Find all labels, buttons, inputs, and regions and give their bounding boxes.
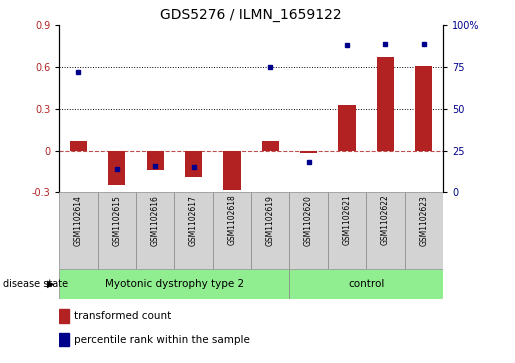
Text: percentile rank within the sample: percentile rank within the sample (74, 335, 250, 344)
Bar (108, 151, 126, 185)
Bar (289, 269, 443, 299)
Bar (300, 151, 317, 154)
Bar (59, 192, 98, 269)
Title: GDS5276 / ILMN_1659122: GDS5276 / ILMN_1659122 (160, 8, 342, 22)
Bar (376, 57, 394, 151)
Bar (174, 192, 213, 269)
Text: GSM1102622: GSM1102622 (381, 195, 390, 245)
Text: GSM1102618: GSM1102618 (228, 195, 236, 245)
Bar (213, 192, 251, 269)
Bar (146, 151, 164, 170)
Text: disease state: disease state (3, 279, 67, 289)
Bar (59, 333, 68, 346)
Bar (262, 141, 279, 151)
Bar (366, 192, 405, 269)
Bar (223, 151, 241, 189)
Text: Myotonic dystrophy type 2: Myotonic dystrophy type 2 (105, 279, 244, 289)
Text: GSM1102617: GSM1102617 (189, 195, 198, 245)
Bar (59, 309, 68, 323)
Bar (59, 269, 289, 299)
Bar (185, 151, 202, 177)
Text: GSM1102619: GSM1102619 (266, 195, 274, 245)
Bar (251, 192, 289, 269)
Bar (415, 66, 433, 151)
Text: GSM1102614: GSM1102614 (74, 195, 83, 245)
Bar (70, 141, 87, 151)
Text: GSM1102620: GSM1102620 (304, 195, 313, 245)
Bar (98, 192, 136, 269)
Bar (338, 105, 356, 151)
Bar (289, 192, 328, 269)
Bar (136, 192, 174, 269)
Text: GSM1102621: GSM1102621 (342, 195, 351, 245)
Bar (328, 192, 366, 269)
Text: control: control (348, 279, 384, 289)
Text: transformed count: transformed count (74, 311, 171, 321)
Text: GSM1102623: GSM1102623 (419, 195, 428, 245)
Text: GSM1102615: GSM1102615 (112, 195, 121, 245)
Bar (404, 192, 443, 269)
Text: GSM1102616: GSM1102616 (151, 195, 160, 245)
Text: ▶: ▶ (46, 279, 54, 289)
